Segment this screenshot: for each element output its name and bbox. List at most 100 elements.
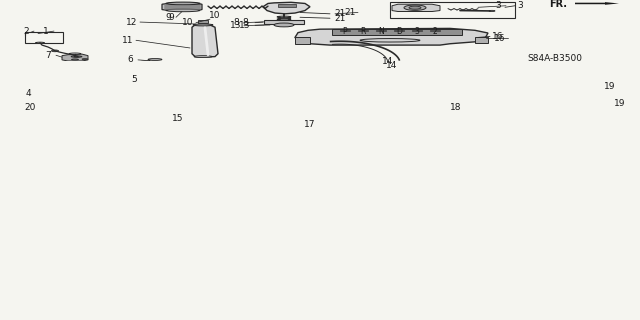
Polygon shape xyxy=(62,54,88,61)
Polygon shape xyxy=(595,92,620,96)
Text: 1: 1 xyxy=(43,27,49,36)
Polygon shape xyxy=(295,28,488,45)
Circle shape xyxy=(403,104,417,107)
Ellipse shape xyxy=(198,22,208,23)
Ellipse shape xyxy=(577,93,591,95)
Ellipse shape xyxy=(309,93,327,95)
Text: 2: 2 xyxy=(23,27,29,36)
Bar xyxy=(394,30,404,31)
Text: 18: 18 xyxy=(451,103,461,112)
Ellipse shape xyxy=(71,56,79,57)
Text: 10: 10 xyxy=(209,11,221,20)
Polygon shape xyxy=(265,81,285,97)
Circle shape xyxy=(274,23,294,27)
Text: 16: 16 xyxy=(494,34,506,43)
Ellipse shape xyxy=(51,103,59,105)
Polygon shape xyxy=(55,87,115,98)
Text: N: N xyxy=(378,27,384,36)
Polygon shape xyxy=(108,80,330,97)
Ellipse shape xyxy=(69,53,81,54)
Text: 12: 12 xyxy=(126,18,138,27)
Bar xyxy=(340,30,350,31)
Polygon shape xyxy=(392,4,440,12)
Text: 2: 2 xyxy=(433,27,437,36)
Ellipse shape xyxy=(277,16,291,18)
Text: S84A-B3500: S84A-B3500 xyxy=(527,54,582,63)
Bar xyxy=(278,4,296,6)
Text: 8: 8 xyxy=(233,18,239,27)
Text: 21: 21 xyxy=(334,14,346,23)
Text: 16: 16 xyxy=(492,32,504,41)
Text: 8: 8 xyxy=(242,18,248,27)
Text: 13: 13 xyxy=(239,21,251,30)
Text: 5: 5 xyxy=(131,75,137,84)
Ellipse shape xyxy=(582,85,594,87)
Bar xyxy=(198,20,208,23)
Ellipse shape xyxy=(277,19,291,20)
Text: 7: 7 xyxy=(45,51,51,60)
Text: 21: 21 xyxy=(334,9,346,18)
Bar xyxy=(188,85,243,93)
Polygon shape xyxy=(162,4,202,10)
Text: 4: 4 xyxy=(25,89,31,98)
Polygon shape xyxy=(192,25,218,57)
Text: 3: 3 xyxy=(415,27,419,36)
Ellipse shape xyxy=(404,5,426,10)
Bar xyxy=(180,84,250,94)
Bar xyxy=(376,30,386,31)
Bar xyxy=(358,30,368,31)
Text: 11: 11 xyxy=(122,36,134,45)
Text: 3: 3 xyxy=(517,1,523,10)
Text: 20: 20 xyxy=(24,103,36,112)
Ellipse shape xyxy=(82,59,88,60)
Text: 3: 3 xyxy=(495,1,501,10)
FancyArrow shape xyxy=(575,2,619,5)
Text: P: P xyxy=(342,27,348,36)
Ellipse shape xyxy=(275,118,281,120)
Text: 10: 10 xyxy=(182,18,194,27)
Polygon shape xyxy=(263,2,310,14)
Circle shape xyxy=(178,78,192,81)
Bar xyxy=(62,90,107,97)
Text: 13: 13 xyxy=(230,21,242,30)
Ellipse shape xyxy=(193,24,213,26)
Text: 19: 19 xyxy=(604,82,616,91)
Ellipse shape xyxy=(79,99,97,100)
Ellipse shape xyxy=(166,9,200,12)
Ellipse shape xyxy=(140,61,150,62)
Text: D: D xyxy=(396,27,402,36)
Ellipse shape xyxy=(166,2,200,5)
Bar xyxy=(264,20,304,24)
Text: 14: 14 xyxy=(387,61,397,70)
Text: 17: 17 xyxy=(304,120,316,129)
Text: 19: 19 xyxy=(614,99,626,108)
Bar xyxy=(430,30,440,31)
Text: 9: 9 xyxy=(168,13,174,22)
Bar xyxy=(68,91,100,95)
Bar xyxy=(25,32,63,43)
Polygon shape xyxy=(152,81,178,97)
Text: 14: 14 xyxy=(382,57,394,66)
Text: R: R xyxy=(360,27,365,36)
Ellipse shape xyxy=(194,56,212,58)
Ellipse shape xyxy=(148,59,162,60)
Ellipse shape xyxy=(489,10,495,12)
Bar xyxy=(412,30,422,31)
Circle shape xyxy=(270,117,286,121)
Ellipse shape xyxy=(35,42,45,44)
Ellipse shape xyxy=(409,6,421,9)
Text: 21: 21 xyxy=(344,8,356,17)
Ellipse shape xyxy=(72,59,79,60)
Bar xyxy=(390,2,515,18)
Ellipse shape xyxy=(202,92,237,96)
Polygon shape xyxy=(65,98,115,101)
Text: 15: 15 xyxy=(172,115,184,124)
Bar xyxy=(332,29,462,35)
Ellipse shape xyxy=(74,56,82,57)
Ellipse shape xyxy=(51,50,58,52)
Text: 6: 6 xyxy=(127,55,133,64)
Ellipse shape xyxy=(413,95,428,97)
Circle shape xyxy=(51,103,59,105)
Text: 9: 9 xyxy=(165,13,171,22)
Polygon shape xyxy=(475,37,488,43)
